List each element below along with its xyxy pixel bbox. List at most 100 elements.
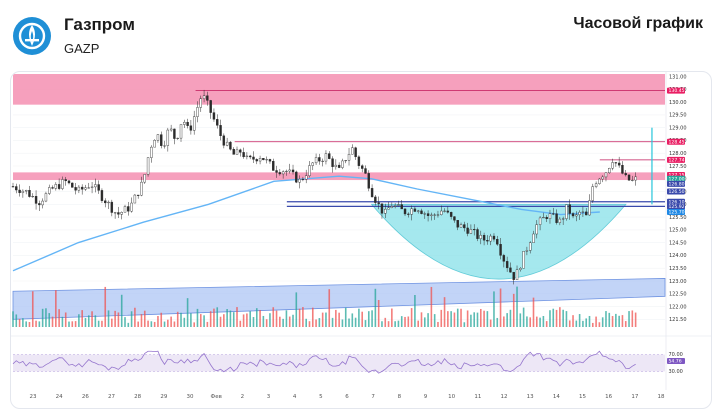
candle-body <box>136 194 140 196</box>
x-axis-tick-label: 12 <box>501 394 508 400</box>
candle-body <box>41 200 44 206</box>
candle-body <box>453 216 456 221</box>
volume-bar <box>374 288 377 327</box>
volume-bar <box>81 310 83 327</box>
volume-bar <box>608 312 611 327</box>
volume-bar <box>565 311 568 327</box>
candle-body <box>545 217 548 220</box>
candle-body <box>384 208 387 214</box>
volume-bar <box>450 311 452 327</box>
candle-body <box>117 212 120 215</box>
candle-body <box>505 261 509 269</box>
volume-bar <box>496 317 499 327</box>
volume-bar <box>229 310 232 327</box>
candle-body <box>459 224 463 228</box>
candle-body <box>281 171 285 175</box>
candle-body <box>199 98 202 108</box>
volume-bar <box>87 315 90 327</box>
volume-bar <box>282 318 284 327</box>
candle-body <box>219 125 222 137</box>
volume-bar <box>186 298 189 327</box>
moving-average-line <box>12 175 600 272</box>
candle-body <box>71 182 74 188</box>
volume-bar <box>213 308 215 327</box>
volume-bar <box>364 320 367 327</box>
price-chart[interactable]: 131.00130.50130.00129.50129.00128.50128.… <box>11 72 712 409</box>
volume-bar <box>143 310 146 327</box>
candle-body <box>370 188 374 198</box>
candle-body <box>621 164 624 174</box>
volume-bar <box>219 316 222 327</box>
candle-body <box>594 183 598 187</box>
candle-body <box>31 196 34 198</box>
candle-body <box>239 149 242 153</box>
volume-bar <box>605 311 607 327</box>
candle-body <box>235 149 239 155</box>
volume-bar <box>157 316 159 327</box>
candle-body <box>57 184 61 189</box>
candle-body <box>278 172 282 175</box>
volume-bar <box>420 312 423 327</box>
candle-body <box>104 200 107 204</box>
volume-bar <box>423 317 426 327</box>
y-axis-tick-label: 121.50 <box>669 317 687 323</box>
x-axis-tick-label: 14 <box>553 394 560 400</box>
candle-body <box>380 203 384 214</box>
volume-bar <box>582 320 584 327</box>
volume-bar <box>160 312 163 327</box>
volume-bar <box>196 308 199 327</box>
volume-bar <box>41 308 44 327</box>
flame-icon <box>18 22 46 50</box>
volume-bar <box>358 308 360 327</box>
candle-body <box>67 180 71 184</box>
x-axis-tick-label: 2 <box>241 394 245 400</box>
volume-bar <box>479 308 482 327</box>
candle-body <box>393 205 397 207</box>
chart-card[interactable]: 131.00130.50130.00129.50129.00128.50128.… <box>10 71 712 409</box>
volume-bar <box>206 321 209 327</box>
volume-bar <box>311 307 314 327</box>
candle-body <box>473 229 476 231</box>
candle-body <box>463 224 466 229</box>
candle-body <box>176 137 179 139</box>
volume-bar <box>22 318 24 327</box>
volume-bar <box>48 313 51 327</box>
volume-bar <box>259 310 261 327</box>
x-axis-tick-label: 24 <box>56 394 63 400</box>
x-axis-tick-label: Фев <box>210 394 221 400</box>
volume-bar <box>150 321 153 327</box>
cup-pattern <box>370 203 627 280</box>
volume-bar <box>503 316 505 327</box>
volume-bar <box>331 317 334 327</box>
volume-bar <box>377 299 380 327</box>
header: Газпром GAZP Часовой график <box>0 0 720 70</box>
candle-body <box>216 119 219 126</box>
y-axis-tick-label: 128.00 <box>669 151 687 157</box>
volume-bar <box>269 313 271 327</box>
candle-body <box>354 147 357 158</box>
volume-bar <box>618 315 620 327</box>
candle-body <box>588 200 591 216</box>
candle-body <box>84 187 87 190</box>
y-axis-tick-label: 123.00 <box>669 279 687 285</box>
candle-body <box>107 201 110 204</box>
y-axis-tick-label: 123.50 <box>669 266 687 272</box>
volume-bar <box>104 286 107 327</box>
volume-bar <box>94 315 97 327</box>
candle-body <box>97 184 100 191</box>
candle-body <box>634 176 637 181</box>
price-tag-label: 128.45 <box>669 139 685 145</box>
candle-body <box>156 134 160 141</box>
volume-bar <box>51 316 54 327</box>
candle-body <box>449 212 453 217</box>
x-axis-tick-label: 18 <box>658 394 665 400</box>
y-axis-tick-label: 125.50 <box>669 215 687 221</box>
y-axis-tick-label: 131.00 <box>669 74 687 80</box>
candle-body <box>443 210 446 212</box>
candle-body <box>512 271 515 280</box>
x-axis-tick-label: 15 <box>579 394 586 400</box>
volume-bar <box>351 313 354 327</box>
volume-bar <box>628 311 630 327</box>
candle-body <box>446 210 450 213</box>
candle-body <box>143 174 146 183</box>
